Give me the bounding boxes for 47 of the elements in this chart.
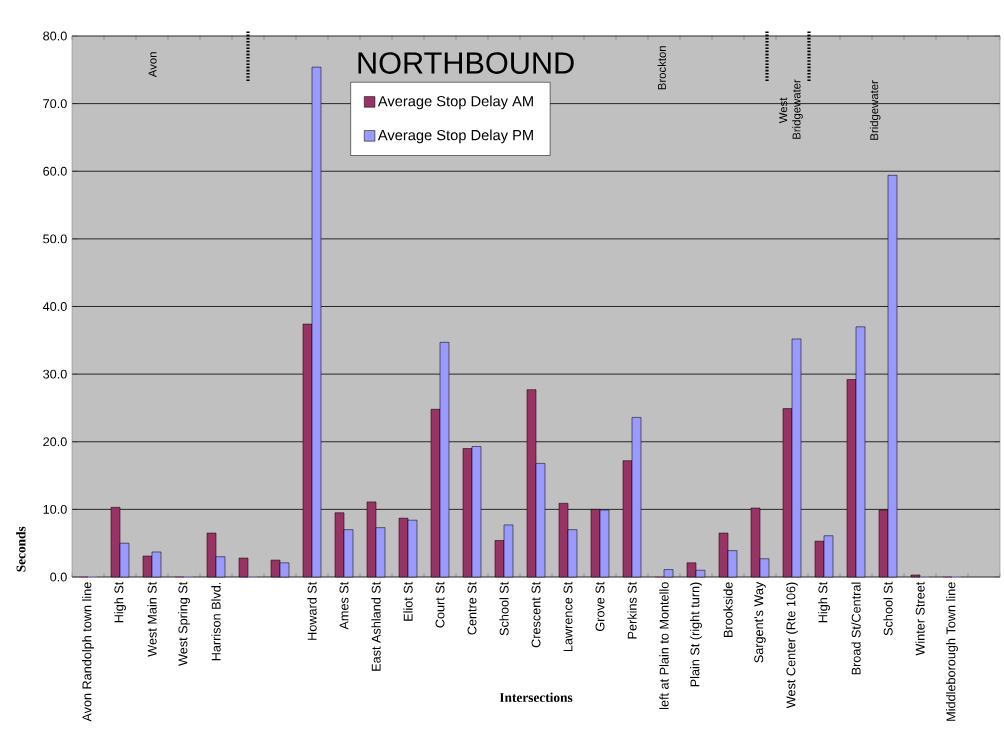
annotation: Brockton [657,46,666,90]
x-tick-label: Brookside [723,582,733,637]
x-tick-label: Avon Randolph town line [82,582,94,722]
x-tick-label: Harrison Blvd. [211,582,221,661]
x-tick-label: West Spring St [178,581,190,666]
y-tick-label: 70.0 [43,99,67,109]
y-tick-label: 10.0 [43,504,67,514]
bar [663,569,674,578]
x-tick-label: High St [818,581,830,623]
y-tick-label: 60.0 [43,166,67,176]
annotation: Avon [148,52,157,78]
y-tick-label: 80.0 [43,31,67,41]
x-tick-label: High St [114,581,126,623]
x-tick-label: Crescent St [531,581,541,648]
x-tick-label: Howard St [307,581,317,640]
x-tick-label: School St [499,581,509,636]
y-tick-label: 0.0 [50,572,67,582]
y-tick-label: 50.0 [43,234,67,244]
x-tick-label: Lawrence St [563,581,573,652]
y-axis-title: Seconds [16,526,26,572]
x-tick-label: West Main St [147,581,157,657]
x-tick-label: Ames St [339,581,349,630]
x-tick-label: East Ashland St [371,581,381,671]
y-tick-label: 30.0 [43,369,67,379]
x-tick-label: Sargent's Way [754,581,766,663]
bar [238,557,249,578]
x-tick-label: Centre St [467,581,477,635]
x-tick-label: Plain St (right turn) [690,582,702,687]
annotation: NORTHBOUND [358,52,574,74]
x-tick-label: School St [883,581,893,636]
x-tick-label: Perkins St [627,581,637,639]
x-tick-label: Grove St [595,581,605,632]
x-tick-label: Court St [435,581,445,628]
x-axis-title: Intersections [499,692,573,702]
x-tick-label: Winter Street [915,581,925,656]
x-tick-label: left at Plain to Montello [659,582,669,709]
bar [910,574,921,578]
legend-label: Average Stop Delay AM [377,95,533,110]
annotation: West Bridgewater [779,79,803,139]
x-tick-label: Broad St/Central [851,582,861,675]
annotation: Bridgewater [869,80,881,140]
x-tick-label: Eliot St [403,581,413,621]
y-tick-label: 40.0 [42,302,67,311]
x-tick-label: Middleborough Town line [946,582,958,721]
y-tick-label: 20.0 [43,437,67,447]
x-tick-label: West Center (Rte 106) [786,582,798,709]
legend-label: Average Stop Delay PM [377,129,533,144]
